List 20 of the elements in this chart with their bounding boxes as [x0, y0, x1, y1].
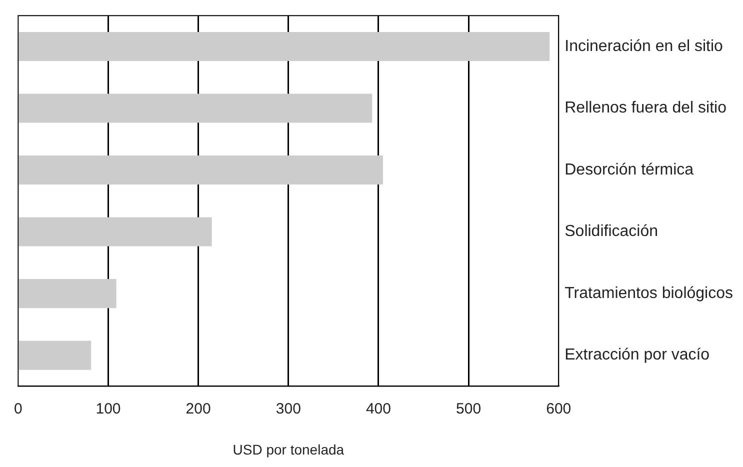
y-tick-label: Extracción por vacío [564, 346, 710, 364]
bar [18, 156, 383, 185]
x-tick-label: 100 [96, 400, 121, 418]
bar [18, 217, 212, 246]
x-tick-label: 600 [546, 400, 572, 418]
x-tick-label: 400 [366, 400, 391, 418]
x-tick-label: 200 [186, 400, 211, 418]
y-tick-label: Solidificación [564, 223, 658, 240]
bar [18, 279, 116, 308]
x-tick-label: 0 [14, 400, 22, 418]
y-tick-label: Rellenos fuera del sitio [564, 100, 727, 117]
y-tick-label: Incineración en el sitio [564, 38, 724, 55]
bar [18, 340, 92, 370]
x-tick-label: 500 [456, 400, 482, 418]
y-tick-label: Tratamientos biológicos [564, 284, 733, 302]
x-axis-title: USD por tonelada [232, 441, 344, 458]
x-tick-label: 300 [276, 400, 301, 418]
bar [18, 32, 550, 61]
bar [18, 94, 372, 123]
y-tick-label: Desorción térmica [564, 161, 694, 178]
